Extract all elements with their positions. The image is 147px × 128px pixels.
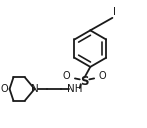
Text: O: O <box>0 84 8 94</box>
Text: N: N <box>31 84 38 94</box>
Text: O: O <box>62 72 70 82</box>
Text: O: O <box>99 72 107 82</box>
Text: S: S <box>80 75 89 88</box>
Text: NH: NH <box>67 84 83 94</box>
Text: I: I <box>113 7 116 17</box>
